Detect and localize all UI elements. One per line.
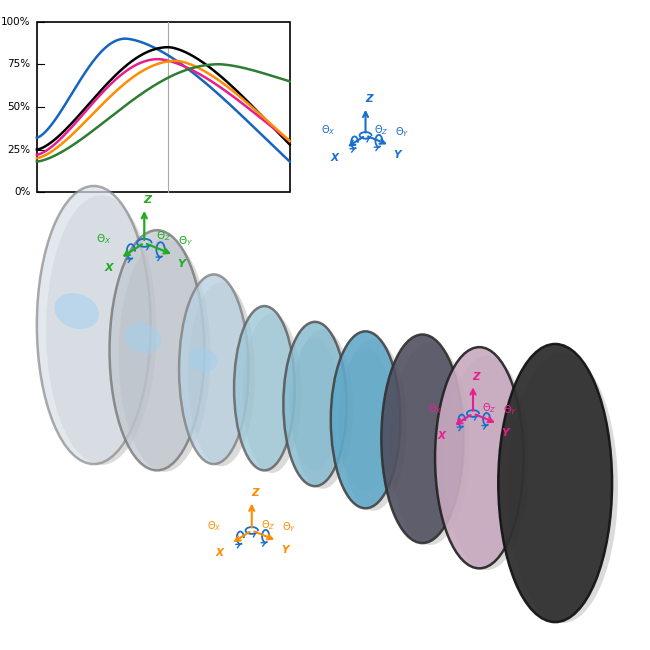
Ellipse shape: [234, 306, 294, 471]
Text: Y: Y: [502, 428, 509, 438]
Text: 0%: 0%: [14, 187, 31, 197]
Ellipse shape: [37, 186, 151, 464]
Text: $\Theta_Z$: $\Theta_Z$: [261, 518, 276, 532]
Ellipse shape: [338, 349, 393, 491]
Text: Y: Y: [393, 150, 401, 160]
Ellipse shape: [331, 332, 400, 508]
Text: $\Theta_Y$: $\Theta_Y$: [395, 125, 409, 138]
Ellipse shape: [444, 356, 530, 570]
Ellipse shape: [508, 353, 618, 623]
Text: $\Theta_Z$: $\Theta_Z$: [482, 401, 496, 415]
Ellipse shape: [283, 322, 346, 486]
Ellipse shape: [55, 293, 99, 329]
Text: 100%: 100%: [1, 17, 31, 27]
Ellipse shape: [190, 348, 217, 372]
Text: 25%: 25%: [7, 144, 31, 155]
Text: Y: Y: [177, 259, 185, 270]
Text: $\Theta_Z$: $\Theta_Z$: [156, 229, 171, 244]
Ellipse shape: [109, 230, 204, 471]
Text: $\Theta_X$: $\Theta_X$: [96, 233, 111, 246]
Text: Z: Z: [144, 196, 151, 205]
Text: $\Theta_Y$: $\Theta_Y$: [502, 403, 517, 417]
Text: Y: Y: [281, 545, 289, 555]
Text: $\Theta_X$: $\Theta_X$: [207, 519, 222, 533]
Text: $\Theta_X$: $\Theta_X$: [428, 402, 443, 415]
Ellipse shape: [499, 344, 612, 622]
Text: Z: Z: [251, 488, 259, 498]
Ellipse shape: [242, 313, 302, 473]
Text: $\Theta_Z$: $\Theta_Z$: [374, 124, 389, 137]
Ellipse shape: [118, 239, 211, 472]
Text: $\Theta_X$: $\Theta_X$: [321, 124, 336, 137]
Ellipse shape: [382, 335, 463, 543]
Text: Z: Z: [473, 372, 480, 382]
Text: 50%: 50%: [8, 102, 31, 112]
Ellipse shape: [390, 343, 470, 545]
Ellipse shape: [292, 330, 353, 489]
Ellipse shape: [46, 195, 157, 465]
Ellipse shape: [179, 274, 248, 464]
Text: X: X: [216, 549, 224, 558]
Text: Z: Z: [365, 94, 372, 105]
Text: $\Theta_Y$: $\Theta_Y$: [177, 234, 193, 248]
Ellipse shape: [435, 347, 523, 568]
Ellipse shape: [290, 338, 340, 470]
Text: 75%: 75%: [7, 59, 31, 70]
Ellipse shape: [124, 323, 161, 354]
Ellipse shape: [188, 282, 255, 466]
Text: $\Theta_Y$: $\Theta_Y$: [282, 520, 296, 534]
Ellipse shape: [339, 339, 407, 511]
FancyBboxPatch shape: [37, 21, 290, 192]
Text: X: X: [104, 263, 113, 273]
Text: X: X: [437, 431, 445, 441]
Text: X: X: [330, 153, 338, 162]
